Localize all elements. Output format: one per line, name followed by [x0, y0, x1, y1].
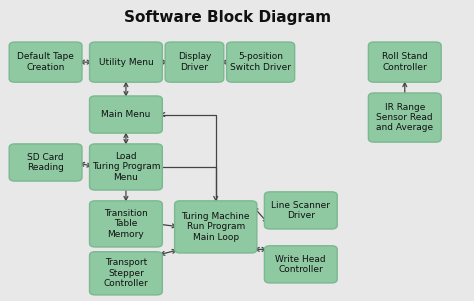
- FancyBboxPatch shape: [368, 42, 441, 82]
- FancyBboxPatch shape: [90, 144, 162, 190]
- Text: Transition
Table
Memory: Transition Table Memory: [104, 209, 148, 239]
- Text: Default Tape
Creation: Default Tape Creation: [17, 52, 74, 72]
- FancyBboxPatch shape: [90, 252, 162, 295]
- Text: SD Card
Reading: SD Card Reading: [27, 153, 64, 172]
- FancyBboxPatch shape: [264, 246, 337, 283]
- Text: Transport
Stepper
Controller: Transport Stepper Controller: [103, 259, 148, 288]
- FancyBboxPatch shape: [165, 42, 224, 82]
- FancyBboxPatch shape: [90, 96, 162, 133]
- FancyBboxPatch shape: [227, 42, 295, 82]
- Text: Software Block Diagram: Software Block Diagram: [124, 10, 331, 25]
- FancyBboxPatch shape: [174, 201, 257, 253]
- FancyBboxPatch shape: [9, 42, 82, 82]
- FancyBboxPatch shape: [90, 201, 162, 247]
- Text: 5-position
Switch Driver: 5-position Switch Driver: [230, 52, 291, 72]
- Text: Roll Stand
Controller: Roll Stand Controller: [382, 52, 428, 72]
- FancyBboxPatch shape: [264, 192, 337, 229]
- FancyBboxPatch shape: [9, 144, 82, 181]
- Text: Main Menu: Main Menu: [101, 110, 151, 119]
- Text: Utility Menu: Utility Menu: [99, 57, 153, 67]
- Text: Display
Driver: Display Driver: [178, 52, 211, 72]
- Text: Turing Machine
Run Program
Main Loop: Turing Machine Run Program Main Loop: [182, 212, 250, 242]
- FancyArrowPatch shape: [161, 113, 216, 202]
- Text: Line Scanner
Driver: Line Scanner Driver: [271, 201, 330, 220]
- Text: IR Range
Sensor Read
and Average: IR Range Sensor Read and Average: [376, 103, 433, 132]
- Text: Write Head
Controller: Write Head Controller: [275, 255, 326, 274]
- Text: Load
Turing Program
Menu: Load Turing Program Menu: [91, 152, 160, 182]
- FancyBboxPatch shape: [90, 42, 162, 82]
- FancyBboxPatch shape: [368, 93, 441, 142]
